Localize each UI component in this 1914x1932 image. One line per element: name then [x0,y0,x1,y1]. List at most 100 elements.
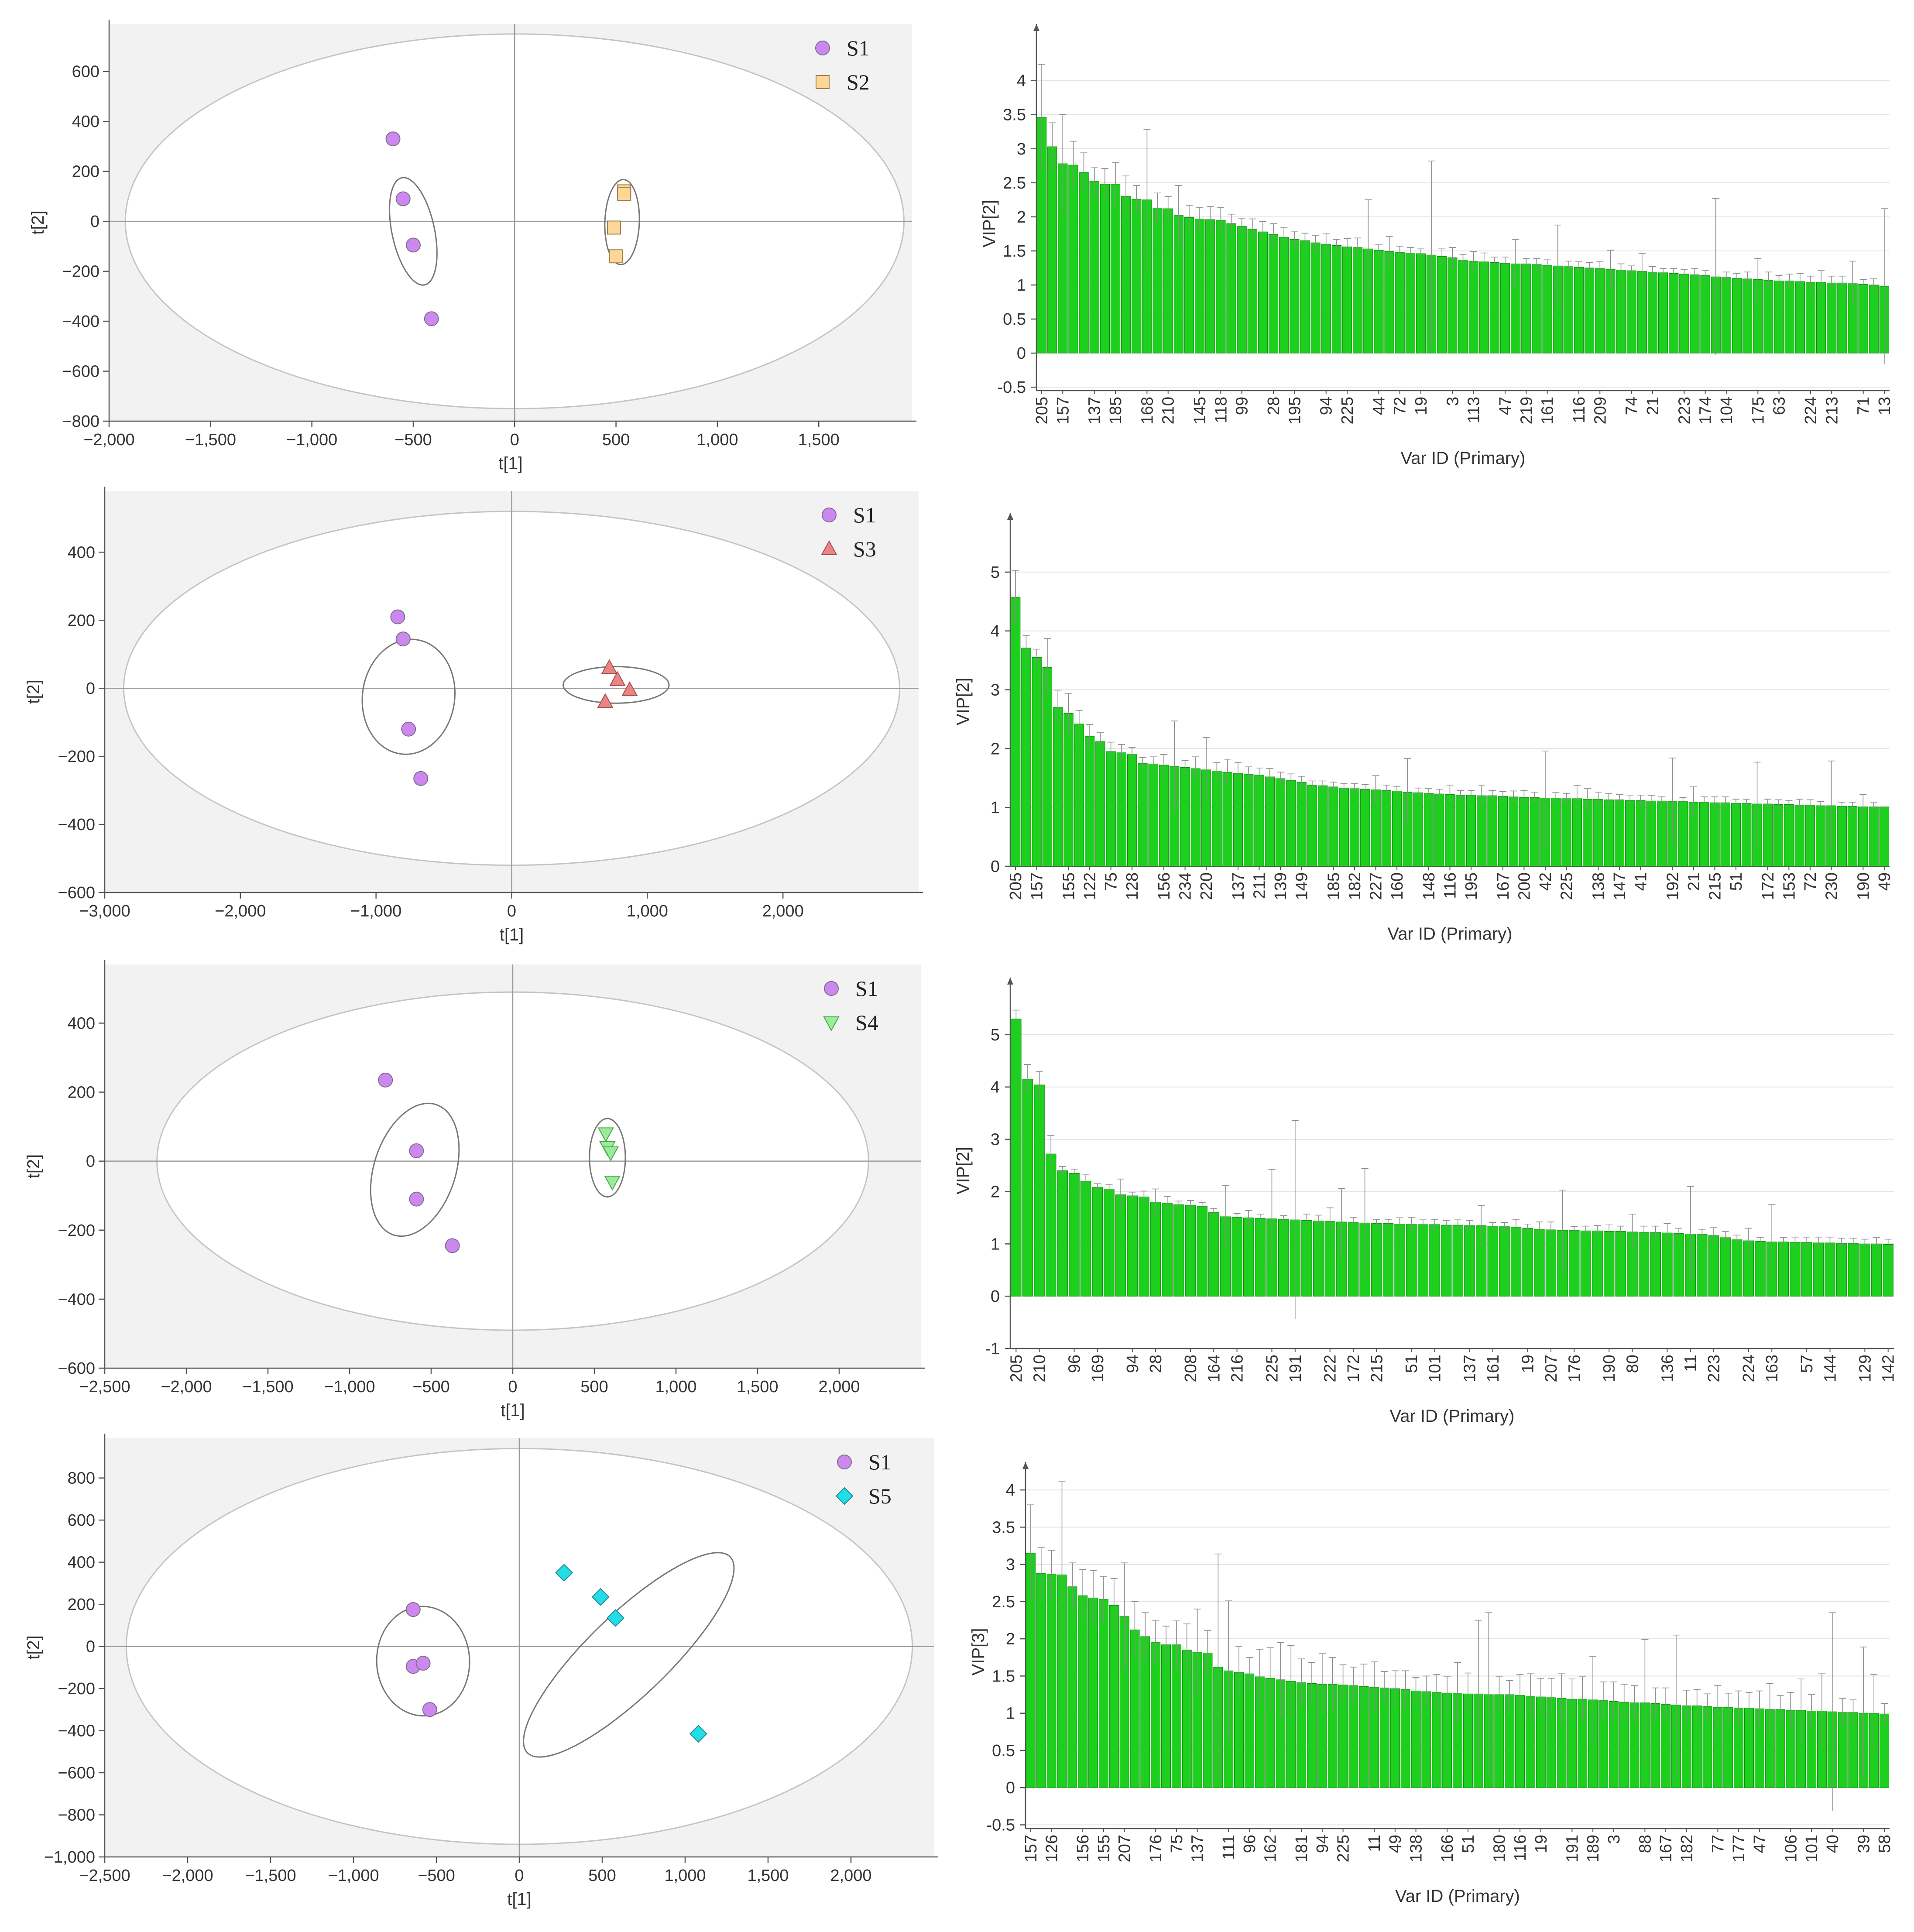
x-tick-label: 190 [1600,1355,1619,1382]
y-tick-label: 3.5 [1003,106,1026,124]
vip-bar [1095,741,1105,867]
x-tick-label: 2,000 [818,1378,860,1396]
vip-bar [1437,256,1447,353]
x-tick-label: 205 [1007,1355,1026,1382]
vip-bar [1374,250,1384,353]
data-point-s1 [409,1143,424,1158]
x-tick-label: 500 [580,1378,608,1396]
x-tick-label: −1,000 [324,1378,375,1396]
vip-bar [1132,199,1142,353]
vip-bar [1237,226,1247,353]
x-tick-label: 205 [1007,872,1025,900]
vip-bar [1084,736,1095,867]
vip-bar [1127,1195,1138,1297]
x-tick-label: 129 [1856,1355,1874,1382]
x-tick-label: 177 [1730,1835,1748,1862]
y-tick-label: 3 [1006,1556,1015,1574]
group-ellipse [361,638,456,755]
vip-bar [1150,1201,1161,1297]
vip-bar [1278,1219,1289,1297]
x-tick-label: 136 [1658,1355,1677,1382]
vip-bar [1508,796,1519,867]
x-tick-label: 149 [1293,872,1311,900]
x-tick-label: 176 [1147,1835,1165,1862]
vip-bar [1244,1673,1254,1788]
vip-bar [1859,1243,1870,1297]
legend-marker-s4 [823,1016,840,1032]
x-tick-label: 219 [1517,397,1536,424]
y-tick-label: 400 [72,113,99,131]
x-tick-label: 58 [1876,1835,1894,1853]
vip-bar [1593,799,1603,867]
y-tick-label: 800 [68,1469,95,1488]
x-tick-label: −500 [418,1867,455,1885]
y-tick-label: −800 [58,1806,95,1825]
vip-bar [1339,788,1349,867]
data-point-s1 [385,131,401,147]
vip-bar [1732,1239,1742,1297]
vip-bar [1500,263,1510,353]
vip-bar [1616,270,1626,353]
y-tick-label: −600 [58,1359,95,1378]
vip-bar [1197,1206,1207,1297]
vip-bar [1185,1205,1196,1297]
vip-bar [1445,794,1455,867]
x-tick-label: 161 [1539,397,1557,424]
vip-bar [1047,146,1057,353]
vip-bar [1036,1573,1046,1788]
y-tick-label: 3 [991,681,1000,700]
data-point-s2 [617,187,631,201]
legend-label: S1 [853,503,876,527]
vip-bar [1046,1153,1056,1297]
y-tick-label: -1 [985,1340,1000,1358]
x-tick-label: 168 [1138,397,1156,424]
data-point-s4 [602,1146,619,1161]
legend-marker-s2 [816,75,830,89]
vip-bar [1805,805,1815,867]
x-tick-label: −2,000 [161,1378,212,1396]
vip-bar [1455,795,1465,867]
vip-bar [1394,1224,1405,1297]
vip-bar [1233,773,1243,867]
vip-bar [1466,795,1476,867]
x-tick-label: −2,000 [215,902,266,920]
vip-bar [1321,244,1331,353]
x-tick-label: 230 [1822,872,1841,900]
vip-bar [1348,1222,1359,1297]
score-plot-score4: −2,500 −2,000 −1,500 −1,000 −500 0 500 1,000 1,5… [24,1434,938,1909]
x-tick-label: 157 [1054,397,1072,424]
data-point-s1 [390,609,405,625]
x-tick-label: 101 [1426,1355,1444,1382]
vip-bar [1405,253,1415,353]
vip-bar [1226,223,1236,353]
vip-bar [1423,793,1434,867]
y-tick-label: 1.5 [992,1667,1015,1685]
vip-bar [1109,1605,1119,1788]
vip-plot-vip1: -0.5 0 0.5 1 1.5 2 2.5 3 3.5 4 205 157 137 185 168 210 1… [980,24,1894,468]
legend-label: S1 [855,976,878,1001]
y-axis-label: VIP[3] [969,1628,988,1676]
data-point-s4 [597,1127,614,1143]
x-tick-label: 63 [1770,397,1789,415]
vip-bar [1795,281,1805,353]
x-tick-label: 215 [1368,1355,1386,1382]
vip-bar [1121,196,1131,353]
vip-bar [1551,798,1561,867]
score-plot-score3: −2,500 −2,000 −1,500 −1,000 −500 0 500 1,000 1,5… [24,960,925,1420]
x-tick-label: 207 [1542,1355,1561,1382]
x-tick-label: 11 [1682,1355,1700,1372]
vip-bar [1429,1224,1440,1297]
vip-bar [1479,261,1489,353]
y-tick-label: 3.5 [992,1518,1015,1537]
y-tick-label: 1 [1017,276,1026,295]
legend-marker-s3 [821,540,837,555]
x-tick-label: 71 [1855,397,1873,415]
x-tick-label: 75 [1102,872,1121,891]
vip-bar [1360,789,1370,867]
x-tick-label: −1,500 [242,1378,293,1396]
vip-bar [1046,1574,1056,1788]
vip-bar [1574,267,1584,353]
legend-marker-s1 [837,1455,852,1469]
vip-bar [1286,780,1296,867]
y-tick-label: 200 [68,1596,95,1614]
